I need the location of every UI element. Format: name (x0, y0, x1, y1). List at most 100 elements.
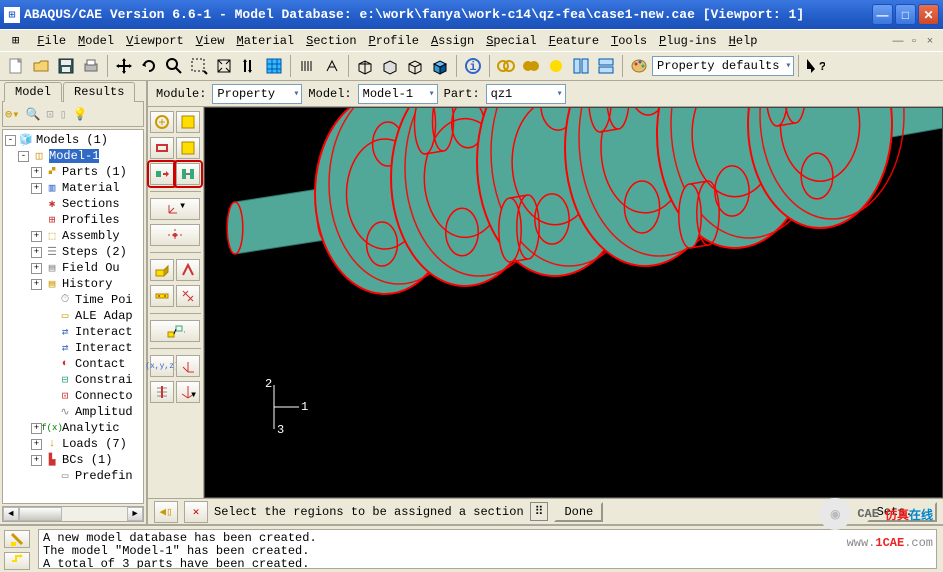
grid-icon[interactable] (262, 54, 286, 78)
print-icon[interactable] (79, 54, 103, 78)
mdi-restore[interactable]: ▫ (907, 34, 921, 48)
tab-model[interactable]: Model (4, 82, 62, 102)
wire-icon[interactable] (295, 54, 319, 78)
fit-icon[interactable] (212, 54, 236, 78)
tree-item[interactable]: +▤Field Ou (5, 260, 141, 276)
color1-icon[interactable] (494, 54, 518, 78)
scroll-left-icon[interactable]: ◄ (3, 507, 19, 521)
tree-item[interactable]: +↓Loads (7) (5, 436, 141, 452)
datum-icon[interactable] (150, 224, 200, 246)
menu-ection[interactable]: Section (300, 32, 362, 50)
menu-ssign[interactable]: Assign (425, 32, 480, 50)
tree-hscroll[interactable]: ◄ ► (2, 506, 144, 522)
tree-item[interactable]: ⊟Constrai (5, 372, 141, 388)
info-icon[interactable]: i (461, 54, 485, 78)
whats-this-icon[interactable]: ? (803, 54, 827, 78)
iso4-icon[interactable] (428, 54, 452, 78)
sets-button[interactable]: Sets... (867, 502, 937, 522)
rebar-manager-icon[interactable] (176, 285, 200, 307)
iso2-icon[interactable] (378, 54, 402, 78)
done-button[interactable]: Done (554, 502, 603, 522)
tree-item[interactable]: +⬚Assembly (5, 228, 141, 244)
xyz-icon[interactable]: (x,y,z) (150, 355, 174, 377)
tree-item[interactable]: ⊡Connecto (5, 388, 141, 404)
viewport[interactable]: 2 1 3 (204, 107, 943, 498)
create-section-icon[interactable] (150, 137, 174, 159)
pan-icon[interactable] (112, 54, 136, 78)
offset-icon[interactable] (150, 381, 174, 403)
part-combo[interactable]: qz1 (486, 84, 566, 104)
skin-icon[interactable] (150, 259, 174, 281)
tree-item[interactable]: -◫Model-1 (5, 148, 141, 164)
partition-icon[interactable]: ▾ (150, 320, 200, 342)
property-defaults-combo[interactable]: Property defaults (652, 56, 794, 76)
iso3-icon[interactable] (403, 54, 427, 78)
stringer-icon[interactable] (176, 259, 200, 281)
message-log[interactable]: A new model database has been created.Th… (38, 529, 937, 569)
tree-item[interactable]: ▭ALE Adap (5, 308, 141, 324)
menu-elp[interactable]: Help (723, 32, 764, 50)
prompt-cancel-icon[interactable]: ✕ (184, 501, 208, 523)
tile2-icon[interactable] (594, 54, 618, 78)
tree-item[interactable]: -🧊Models (1) (5, 132, 141, 148)
message-tool1-icon[interactable] (4, 530, 30, 548)
tree-find-icon[interactable]: 🔍 (25, 107, 40, 122)
selection-options-icon[interactable]: ⠿ (530, 502, 549, 521)
assign-section-icon[interactable] (150, 163, 174, 185)
message-tool2-icon[interactable] (4, 552, 30, 570)
axis-icon[interactable]: ▾ (176, 381, 200, 403)
menu-iew[interactable]: View (190, 32, 231, 50)
rotate-icon[interactable] (137, 54, 161, 78)
module-combo[interactable]: Property (212, 84, 302, 104)
palette-icon[interactable] (627, 54, 651, 78)
mdi-close[interactable]: × (923, 34, 937, 48)
maximize-button[interactable]: □ (895, 4, 916, 25)
tree-item[interactable]: +▤History (5, 276, 141, 292)
section-manager-icon[interactable] (176, 137, 200, 159)
open-icon[interactable] (29, 54, 53, 78)
hidden-icon[interactable] (320, 54, 344, 78)
tree-item[interactable]: ⏱Time Poi (5, 292, 141, 308)
menu-ile[interactable]: File (31, 32, 72, 50)
model-tree[interactable]: -🧊Models (1)-◫Model-1+🙾Parts (1)+▥Materi… (2, 129, 144, 504)
tree-item[interactable]: ∿Amplitud (5, 404, 141, 420)
menu-odel[interactable]: Model (72, 32, 120, 50)
zoom-icon[interactable] (162, 54, 186, 78)
close-button[interactable]: ✕ (918, 4, 939, 25)
tree-item[interactable]: +🙾Parts (1) (5, 164, 141, 180)
color3-icon[interactable] (544, 54, 568, 78)
save-icon[interactable] (54, 54, 78, 78)
mdi-min[interactable]: — (891, 34, 905, 48)
tab-results[interactable]: Results (63, 82, 135, 102)
cycle-view-icon[interactable] (237, 54, 261, 78)
tree-item[interactable]: ◐Contact (5, 356, 141, 372)
tree-item[interactable]: +▙BCs (1) (5, 452, 141, 468)
tile1-icon[interactable] (569, 54, 593, 78)
orientation-icon[interactable]: ▾ (150, 198, 200, 220)
tree-expand-icon[interactable]: ⊡ (46, 107, 53, 122)
model-combo[interactable]: Model-1 (358, 84, 438, 104)
tree-item[interactable]: ▭Predefin (5, 468, 141, 484)
create-material-icon[interactable] (150, 111, 174, 133)
minimize-button[interactable]: — (872, 4, 893, 25)
menu-pecial[interactable]: Special (480, 32, 542, 50)
rebar-icon[interactable] (150, 285, 174, 307)
tree-options-icon[interactable]: ▯ (60, 107, 67, 122)
tree-item[interactable]: ⊞Profiles (5, 212, 141, 228)
menu-rofile[interactable]: Profile (363, 32, 425, 50)
tree-item[interactable]: ⇄Interact (5, 324, 141, 340)
scroll-right-icon[interactable]: ► (127, 507, 143, 521)
material-manager-icon[interactable] (176, 111, 200, 133)
tree-item[interactable]: +▥Material (5, 180, 141, 196)
menu-iewport[interactable]: Viewport (120, 32, 190, 50)
new-icon[interactable] (4, 54, 28, 78)
color2-icon[interactable] (519, 54, 543, 78)
tree-item[interactable]: ✱Sections (5, 196, 141, 212)
tree-item[interactable]: +f(x)Analytic (5, 420, 141, 436)
tree-filter-icon[interactable]: ⊜▾ (5, 107, 19, 122)
csys-icon[interactable] (176, 355, 200, 377)
tree-item[interactable]: +☰Steps (2) (5, 244, 141, 260)
menu-eature[interactable]: Feature (543, 32, 605, 50)
prompt-prev-icon[interactable]: ◀▯ (154, 501, 178, 523)
assign-beam-icon[interactable] (176, 163, 200, 185)
